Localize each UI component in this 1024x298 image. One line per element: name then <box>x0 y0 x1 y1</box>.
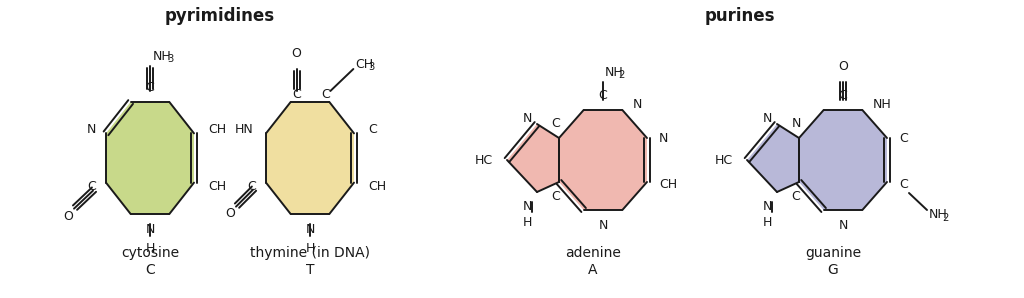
Text: H: H <box>522 216 532 229</box>
Text: HN: HN <box>236 123 254 136</box>
Text: O: O <box>225 207 234 220</box>
Text: T: T <box>306 263 314 277</box>
Text: N: N <box>763 113 772 125</box>
Text: pyrimidines: pyrimidines <box>165 7 275 25</box>
Polygon shape <box>266 102 354 214</box>
Text: C: C <box>87 180 96 193</box>
Text: N: N <box>522 113 532 125</box>
Text: CH: CH <box>208 123 226 136</box>
Text: C: C <box>321 88 330 100</box>
Text: C: C <box>552 117 560 130</box>
Text: C: C <box>899 131 907 145</box>
Text: G: G <box>827 263 839 277</box>
Polygon shape <box>559 110 647 210</box>
Text: guanine: guanine <box>805 246 861 260</box>
Text: HC: HC <box>715 153 733 167</box>
Text: 2: 2 <box>942 213 948 223</box>
Text: NH: NH <box>872 99 891 111</box>
Text: CH: CH <box>368 180 386 193</box>
Text: NH: NH <box>605 66 624 78</box>
Text: N: N <box>792 117 801 130</box>
Text: NH: NH <box>153 49 172 63</box>
Text: H: H <box>305 242 314 255</box>
Text: 3: 3 <box>167 54 173 64</box>
Text: C: C <box>599 89 607 102</box>
Text: HC: HC <box>475 153 493 167</box>
Text: N: N <box>763 200 772 213</box>
Polygon shape <box>799 110 887 210</box>
Text: C: C <box>368 123 377 136</box>
Text: N: N <box>305 223 314 236</box>
Text: C: C <box>292 88 301 100</box>
Text: C: C <box>792 190 801 203</box>
Text: H: H <box>763 216 772 229</box>
Text: 2: 2 <box>618 70 625 80</box>
Text: A: A <box>588 263 598 277</box>
Text: thymine (in DNA): thymine (in DNA) <box>250 246 370 260</box>
Text: C: C <box>145 81 155 94</box>
Text: purines: purines <box>705 7 775 25</box>
Text: O: O <box>292 47 302 60</box>
Text: C: C <box>247 180 256 193</box>
Text: CH: CH <box>355 58 374 71</box>
Text: N: N <box>633 99 642 111</box>
Text: N: N <box>839 219 848 232</box>
Text: N: N <box>522 200 532 213</box>
Text: C: C <box>145 263 155 277</box>
Text: cytosine: cytosine <box>121 246 179 260</box>
Text: C: C <box>899 179 907 192</box>
Text: CH: CH <box>659 179 677 192</box>
Polygon shape <box>507 124 559 192</box>
Text: N: N <box>598 219 607 232</box>
Text: N: N <box>145 223 155 236</box>
Text: H: H <box>145 242 155 255</box>
Text: C: C <box>552 190 560 203</box>
Polygon shape <box>106 102 194 214</box>
Text: C: C <box>839 89 848 102</box>
Polygon shape <box>746 124 799 192</box>
Text: CH: CH <box>208 180 226 193</box>
Text: adenine: adenine <box>565 246 621 260</box>
Text: NH: NH <box>929 209 948 221</box>
Text: O: O <box>63 210 73 223</box>
Text: O: O <box>838 60 848 73</box>
Text: 3: 3 <box>369 62 375 72</box>
Text: N: N <box>659 131 669 145</box>
Text: N: N <box>87 123 96 136</box>
